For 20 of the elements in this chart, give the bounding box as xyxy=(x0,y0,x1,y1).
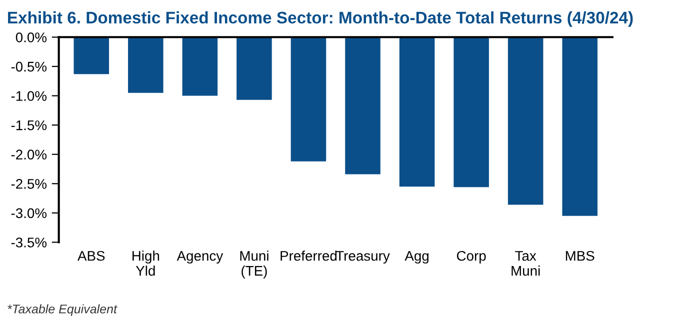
x-tick-label: Agg xyxy=(404,251,428,264)
y-tick-label: -3.5% xyxy=(11,238,47,248)
x-tick-label: High Yld xyxy=(132,250,160,276)
x-tick-label: Agency xyxy=(176,251,224,264)
y-tick-label: -2.0% xyxy=(11,150,47,160)
chart-title: Exhibit 6. Domestic Fixed Income Sector: Month-to-Date Total Returns (4/30/24) xyxy=(8,11,633,27)
y-tick-label: 0.0% xyxy=(16,32,47,42)
text: *Taxable Equivalent xyxy=(8,304,118,316)
x-tick-label: Preferred xyxy=(280,250,337,261)
x-tick-label: Corp xyxy=(456,250,486,264)
y-tick-label: -1.0% xyxy=(11,91,47,101)
y-tick-label: -1.5% xyxy=(11,120,47,130)
x-tick-label: MBS xyxy=(566,250,594,261)
x-tick-label: ABS xyxy=(78,250,105,261)
y-tick-label: -3.0% xyxy=(11,208,47,218)
x-tick-label: Tax Muni xyxy=(512,251,540,276)
y-tick-label: -2.5% xyxy=(11,178,47,189)
x-tick-label: Treasury xyxy=(336,251,390,264)
x-tick-label: Muni (TE) xyxy=(240,250,268,278)
y-tick-label: -0.5% xyxy=(11,62,47,72)
